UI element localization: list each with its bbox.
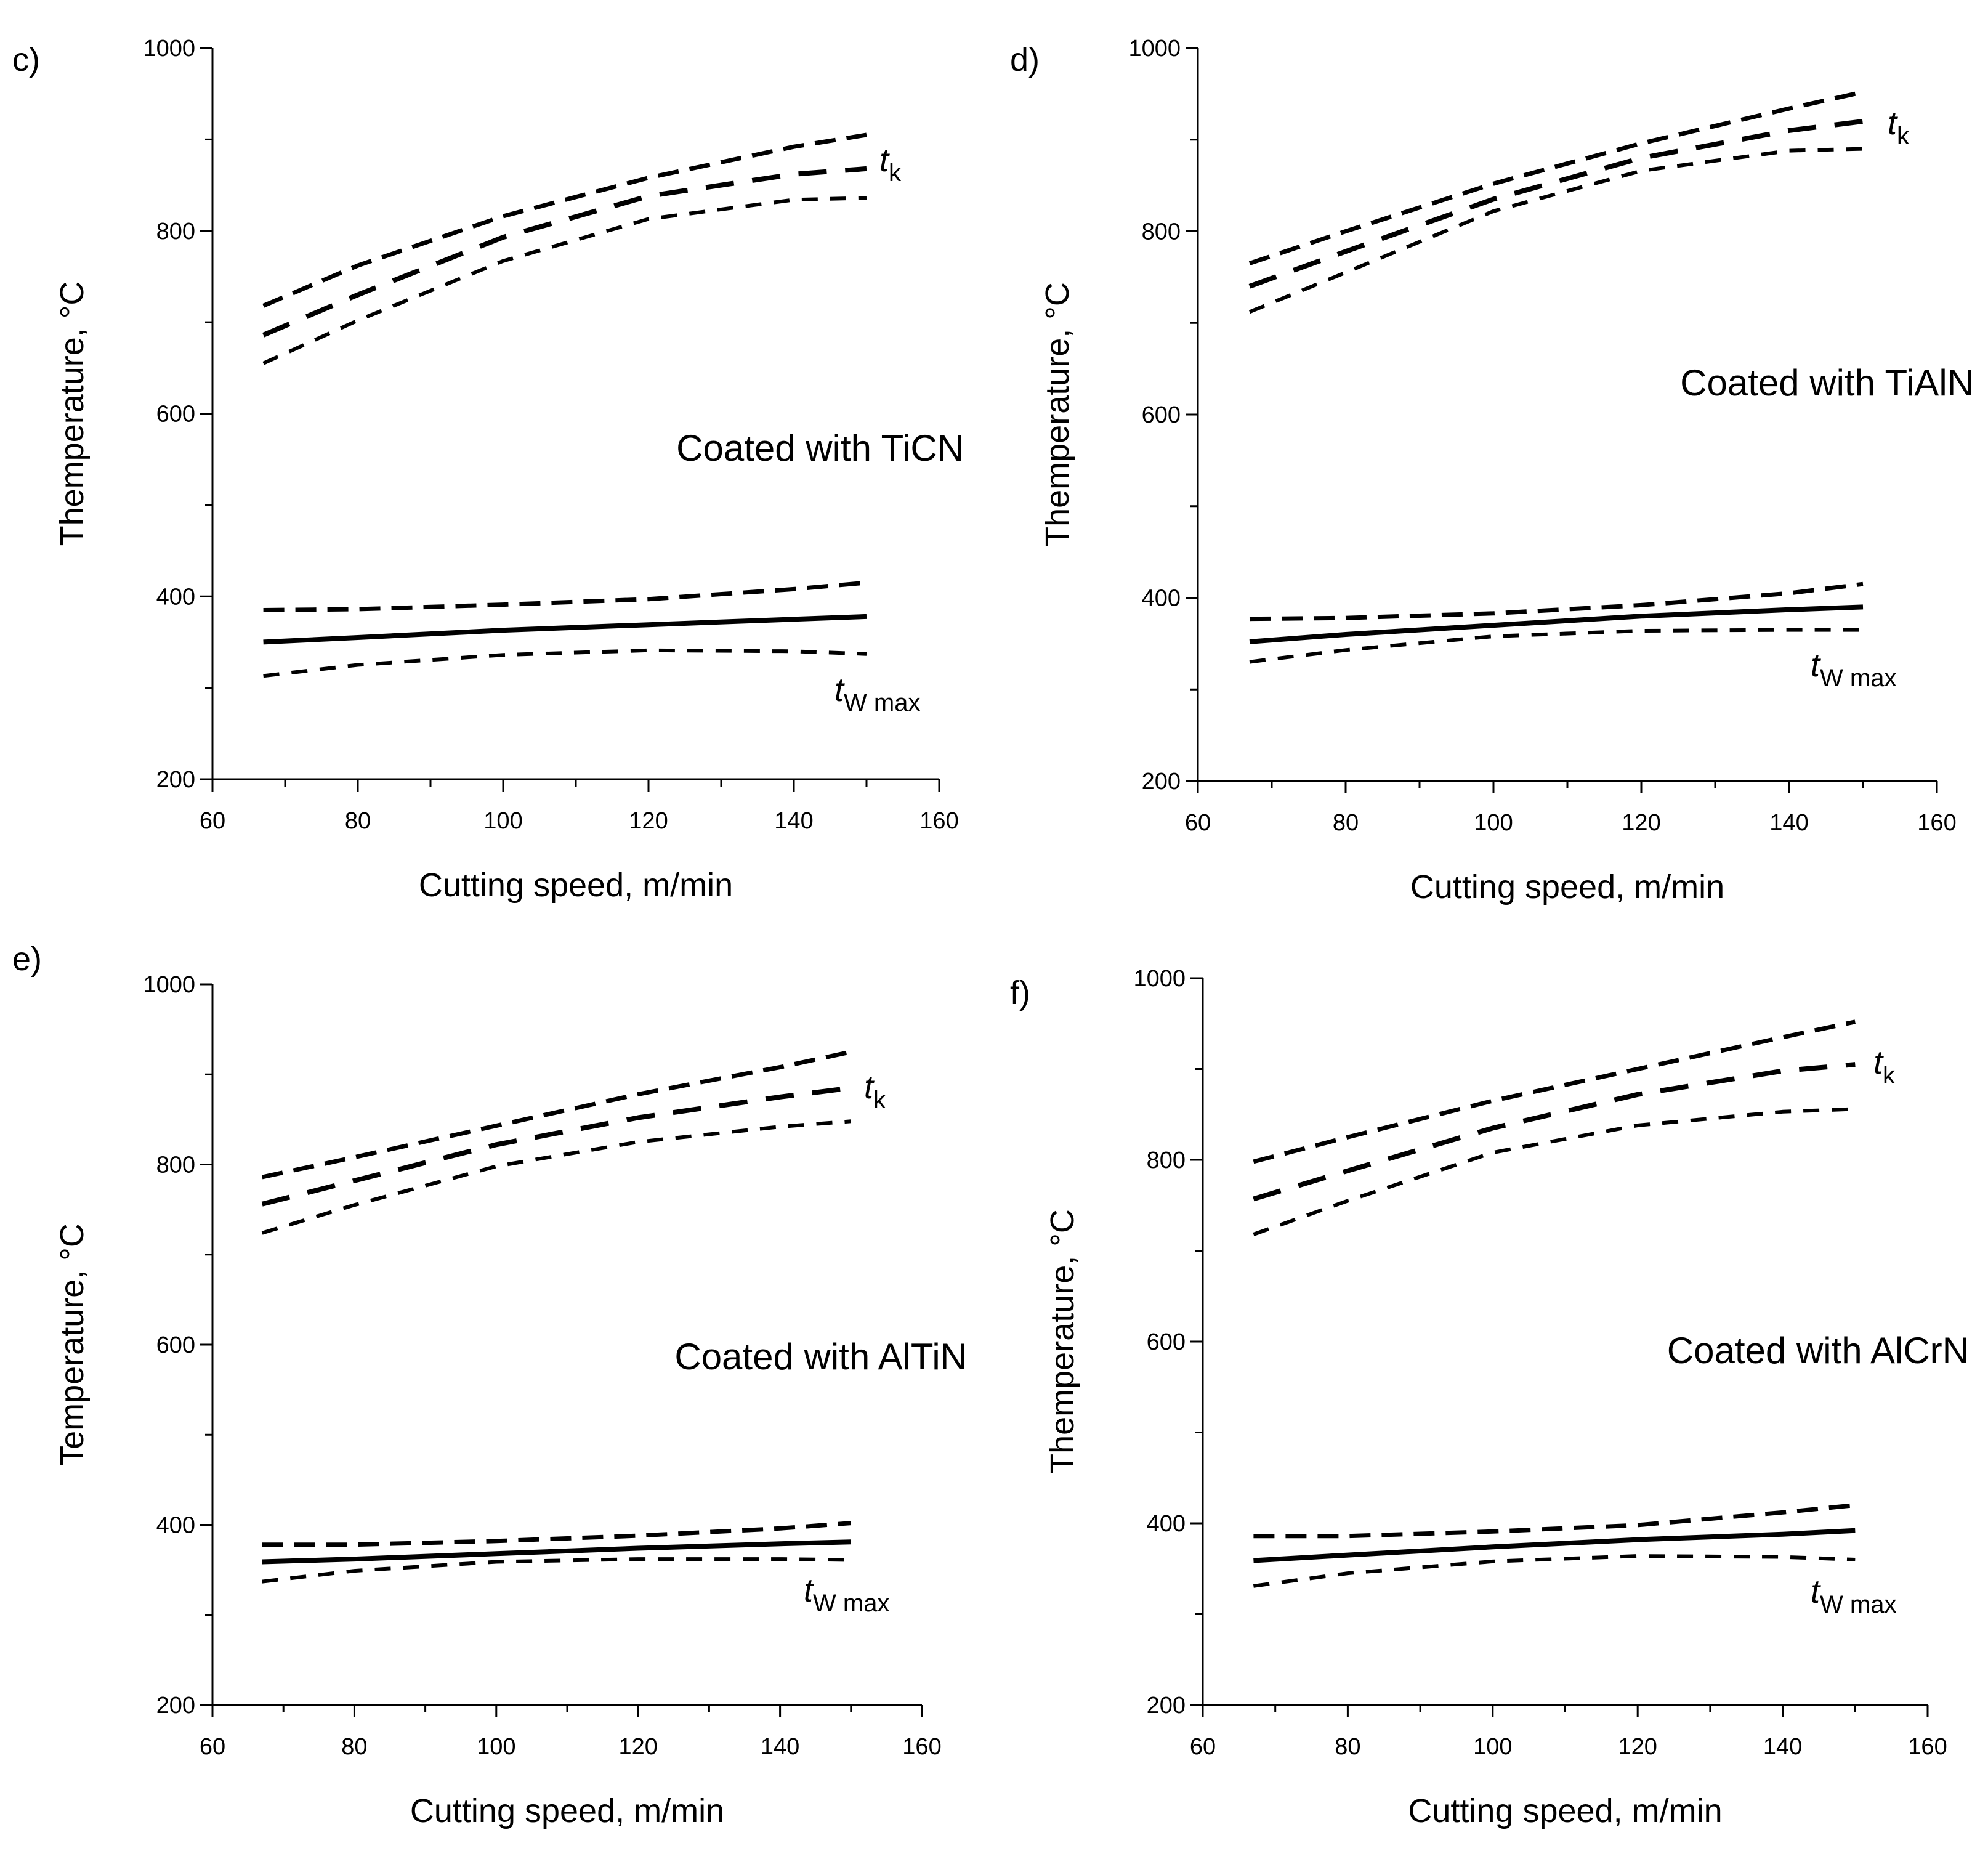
y-tick-label: 200 [1142,769,1181,795]
coating-annotation: Coated with TiCN [676,427,964,469]
x-tick-label: 80 [341,1734,367,1760]
y-tick-label: 600 [156,402,195,427]
x-tick-label: 60 [200,808,225,834]
series-tw-upper [262,1521,852,1547]
x-tick-label: 100 [483,808,522,834]
y-tick-label: 600 [1147,1329,1186,1355]
curve-label-tk: tk [864,1069,886,1114]
curve-label-tk: tk [1873,1044,1896,1089]
y-tick-label: 600 [156,1332,195,1358]
series-tw-mean [262,1539,851,1565]
panel-d: 60 80 100 120 140 160 200 400 600 800 1000 Cutting … [1010,36,1974,905]
series-tw-upper [1253,1503,1856,1539]
curve-label-tw-max: tW max [804,1572,889,1617]
series-tk-upper [1248,89,1864,265]
y-tick-label: 200 [156,1693,195,1719]
panel-label: e) [12,941,42,978]
x-axis-label: Cutting speed, m/min [1408,1792,1722,1829]
x-axis-label: Cutting speed, m/min [1410,869,1724,905]
x-tick-label: 140 [761,1734,799,1760]
y-axis-label: Themperature, °C [54,281,91,546]
y-tick-label: 600 [1142,402,1181,428]
x-tick-label: 80 [1333,810,1359,836]
panel-label: f) [1010,974,1030,1011]
panel-label: d) [1010,41,1040,78]
series-tw-upper [263,580,867,612]
series-tk-mean [1248,119,1864,289]
curve-label-tk: tk [879,142,902,187]
y-axis-label: Themperature, °C [1039,282,1076,547]
curve-label-tw-max: tW max [834,671,920,716]
y-tick-label: 400 [156,584,195,610]
panel-label: c) [12,41,40,78]
x-tick-label: 140 [1769,810,1808,836]
x-axis-label: Cutting speed, m/min [419,867,733,904]
series-tk-mean [1253,1062,1856,1202]
x-tick-label: 160 [919,808,958,834]
x-tick-label: 60 [200,1734,225,1760]
coating-annotation: Coated with AlCrN [1667,1330,1969,1371]
x-tick-label: 100 [1473,1734,1512,1760]
x-tick-label: 140 [1763,1734,1802,1760]
series-tk-lower [261,1119,852,1235]
x-tick-label: 120 [629,808,668,834]
series-tw-mean [1253,1528,1856,1563]
x-tick-label: 80 [345,808,371,834]
series-tk-lower [1253,1107,1856,1236]
x-tick-label: 160 [902,1734,941,1760]
y-tick-label: 200 [156,767,195,793]
series-tk-upper [262,132,867,308]
x-tick-label: 60 [1185,810,1211,836]
y-tick-label: 1000 [1128,36,1181,62]
y-tick-label: 800 [1147,1148,1186,1173]
series-tk-upper [261,1050,852,1180]
x-tick-label: 60 [1190,1734,1216,1760]
y-tick-label: 400 [1147,1511,1186,1537]
curve-label-tk: tk [1888,105,1910,150]
x-tick-label: 100 [1474,810,1513,836]
coating-annotation: Coated with AlTiN [674,1336,967,1377]
series-tw-lower [262,1557,851,1584]
curve-label-tw-max: tW max [1811,1573,1896,1618]
y-tick-label: 800 [156,1152,195,1178]
series-tw-mean [1249,604,1864,644]
series-tk-mean [262,166,867,338]
series-tw-lower [1249,628,1863,664]
series-tk-lower [262,196,867,365]
y-axis-label: Temperature, °C [54,1223,91,1466]
x-tick-label: 100 [477,1734,515,1760]
y-tick-label: 400 [1142,586,1181,612]
x-tick-label: 160 [1917,810,1956,836]
y-tick-label: 200 [1147,1693,1186,1719]
coating-annotation: Coated with TiAlN [1680,362,1974,403]
x-tick-label: 160 [1908,1734,1947,1760]
x-axis-label: Cutting speed, m/min [410,1792,724,1829]
panel-f: 60 80 100 120 140 160 200 400 600 800 1000 Cutting … [1010,966,1969,1829]
series-tw-lower [263,648,867,678]
y-tick-label: 1000 [143,972,195,998]
x-tick-label: 120 [1622,810,1660,836]
panel-e: 60 80 100 120 140 160 200 400 600 800 1000 Cutting … [12,941,967,1829]
panel-c: 60 80 100 120 140 160 200 400 600 800 1000 Cutting … [12,36,964,904]
y-tick-label: 800 [156,219,195,245]
x-tick-label: 120 [618,1734,657,1760]
x-tick-label: 140 [774,808,813,834]
y-tick-label: 1000 [1133,966,1186,992]
y-tick-label: 800 [1142,219,1181,245]
y-tick-label: 1000 [143,36,195,62]
series-tk-upper [1253,1019,1856,1164]
x-tick-label: 120 [1618,1734,1657,1760]
curve-label-tw-max: tW max [1811,647,1896,692]
y-axis-label: Themperature, °C [1044,1209,1081,1474]
series-tw-upper [1249,581,1864,622]
series-tw-mean [263,614,867,645]
series-tw-lower [1253,1554,1856,1588]
x-tick-label: 80 [1335,1734,1360,1760]
series-tk-mean [261,1085,852,1207]
y-tick-label: 400 [156,1513,195,1539]
series-tk-lower [1248,147,1864,314]
